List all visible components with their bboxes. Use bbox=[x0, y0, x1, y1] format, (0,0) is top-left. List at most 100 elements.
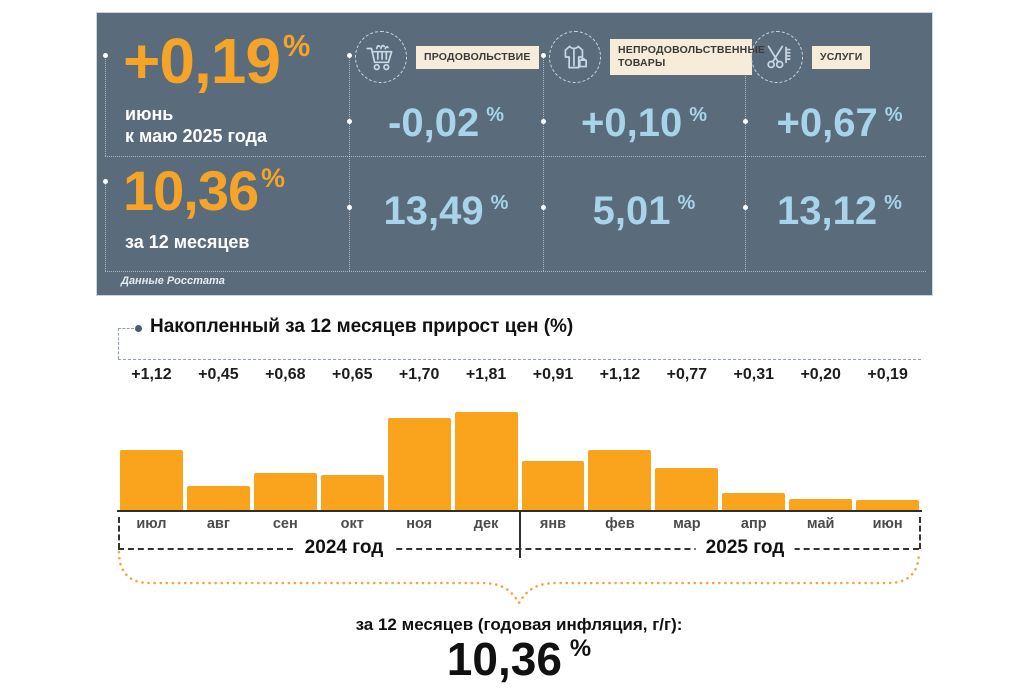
category-label-chip: НЕПРОДОВОЛЬСТВЕННЫЕ ТОВАРЫ bbox=[610, 39, 765, 75]
bar-value-label: +0,45 bbox=[198, 366, 239, 383]
row-divider bbox=[105, 156, 926, 157]
summary-number: 10,36 bbox=[446, 633, 562, 685]
year-label-2025: 2025 год bbox=[695, 537, 795, 559]
bar bbox=[387, 418, 451, 510]
connector-dot bbox=[743, 205, 748, 210]
value-number: 13,49 bbox=[383, 189, 484, 233]
annual-period-label: за 12 месяцев bbox=[125, 232, 250, 252]
month-labels: июл авг сен окт ноя дек янв фев мар апр … bbox=[118, 516, 921, 532]
summary-value: 10,36% bbox=[447, 636, 591, 682]
category-monthly-value: +0,67% bbox=[745, 103, 934, 143]
connector-dot bbox=[103, 179, 108, 184]
bracket-line bbox=[105, 181, 106, 271]
category-annual-value: 5,01% bbox=[543, 191, 745, 231]
value-number: +0,67 bbox=[776, 101, 878, 145]
category-label-chip: УСЛУГИ bbox=[812, 45, 871, 69]
bar-value-label: +0,20 bbox=[800, 366, 841, 383]
month-label: дек bbox=[473, 516, 499, 532]
chart-title: Накопленный за 12 месяцев прирост цен (%… bbox=[150, 316, 574, 337]
bar-value-label: +0,31 bbox=[733, 366, 774, 383]
month-label: сен bbox=[272, 516, 298, 532]
bar bbox=[588, 449, 652, 510]
bar-value-label: +0,19 bbox=[867, 366, 908, 383]
connector-dot bbox=[541, 53, 546, 58]
percent-sign: % bbox=[490, 192, 509, 214]
category-annual-value: 13,12% bbox=[745, 191, 934, 231]
month-label: янв bbox=[539, 516, 567, 532]
column-divider bbox=[745, 55, 746, 271]
bar-value-label: +1,12 bbox=[131, 366, 172, 383]
percent-sign: % bbox=[884, 192, 902, 214]
category-annual-value: 13,49% bbox=[349, 191, 543, 231]
data-source-label: Данные Росстата bbox=[121, 275, 225, 287]
bar bbox=[186, 485, 250, 510]
value-number: 13,12 bbox=[777, 189, 878, 233]
title-leader-line bbox=[118, 328, 134, 329]
bar bbox=[454, 412, 518, 510]
clothes-icon bbox=[549, 31, 601, 83]
scissors-icon bbox=[751, 31, 803, 83]
bar bbox=[521, 460, 585, 510]
bar-value-label: +0,91 bbox=[532, 366, 574, 383]
connector-dot bbox=[103, 53, 108, 58]
bar-value-label: +0,68 bbox=[265, 366, 306, 383]
value-number: +0,10 bbox=[580, 101, 683, 145]
bar-value-label: +0,65 bbox=[331, 366, 373, 383]
category-column-nonfood: НЕПРОДОВОЛЬСТВЕННЫЕ ТОВАРЫ +0,10% 5,01% bbox=[543, 13, 765, 297]
connector-dot bbox=[347, 53, 352, 58]
monthly-inflation-value: +0,19% bbox=[123, 29, 310, 93]
summary-caption: за 12 месяцев (годовая инфляция, г/г): bbox=[355, 615, 683, 634]
category-header: УСЛУГИ bbox=[751, 31, 871, 83]
year-label-2024: 2024 год bbox=[294, 537, 394, 559]
bar bbox=[789, 499, 853, 510]
percent-sign: % bbox=[677, 192, 696, 214]
year-divider-line bbox=[519, 512, 521, 558]
category-header: НЕПРОДОВОЛЬСТВЕННЫЕ ТОВАРЫ bbox=[549, 31, 765, 83]
bar-value-label: +1,81 bbox=[465, 366, 507, 383]
connector-dot bbox=[541, 205, 546, 210]
title-leader-line bbox=[118, 328, 119, 359]
title-bullet-dot bbox=[135, 325, 142, 332]
bar bbox=[253, 473, 317, 510]
column-divider bbox=[349, 55, 350, 271]
x-axis-line bbox=[117, 510, 922, 512]
bar bbox=[120, 449, 183, 510]
month-label: авг bbox=[206, 516, 230, 532]
connector-dot bbox=[347, 119, 352, 124]
bracket-line bbox=[105, 55, 106, 156]
monthly-inflation-number: +0,19 bbox=[123, 25, 281, 97]
inflation-summary-panel: +0,19% июнь к маю 2025 года 10,36% за 12… bbox=[96, 12, 933, 296]
percent-sign: % bbox=[689, 104, 707, 126]
month-label: май bbox=[806, 516, 835, 532]
bar-value-label: +1,12 bbox=[599, 366, 641, 383]
category-header: ПРОДОВОЛЬСТВИЕ bbox=[355, 31, 539, 83]
category-label-chip: ПРОДОВОЛЬСТВИЕ bbox=[416, 45, 539, 69]
bar-value-label: +1,70 bbox=[398, 366, 440, 383]
month-label: июл bbox=[136, 516, 167, 532]
value-number: -0,02 bbox=[388, 101, 480, 145]
year-bracket-left bbox=[118, 517, 120, 549]
month-label: июн bbox=[872, 516, 903, 532]
bar bbox=[722, 493, 786, 510]
percent-sign: % bbox=[282, 28, 311, 64]
month-label: окт bbox=[340, 516, 364, 532]
category-monthly-value: +0,10% bbox=[543, 103, 745, 143]
connector-dot bbox=[743, 119, 748, 124]
annual-inflation-value: 10,36% bbox=[123, 163, 285, 219]
percent-sign: % bbox=[884, 104, 903, 126]
year-bracket-right bbox=[919, 517, 921, 549]
bar bbox=[856, 499, 920, 510]
bar-value-labels: +1,12 +0,45 +0,68 +0,65 +1,70 +1,81 +0,9… bbox=[118, 366, 921, 384]
column-divider bbox=[543, 55, 544, 271]
percent-sign: % bbox=[486, 104, 504, 126]
month-label: апр bbox=[740, 516, 767, 532]
connector-dot bbox=[541, 119, 546, 124]
category-monthly-value: -0,02% bbox=[349, 103, 543, 143]
period-label-base: к маю 2025 года bbox=[125, 126, 267, 146]
bar-chart bbox=[118, 396, 921, 510]
connector-dot bbox=[347, 205, 352, 210]
month-label: мар bbox=[673, 516, 701, 532]
bar bbox=[320, 474, 384, 510]
value-number: 5,01 bbox=[592, 189, 671, 233]
